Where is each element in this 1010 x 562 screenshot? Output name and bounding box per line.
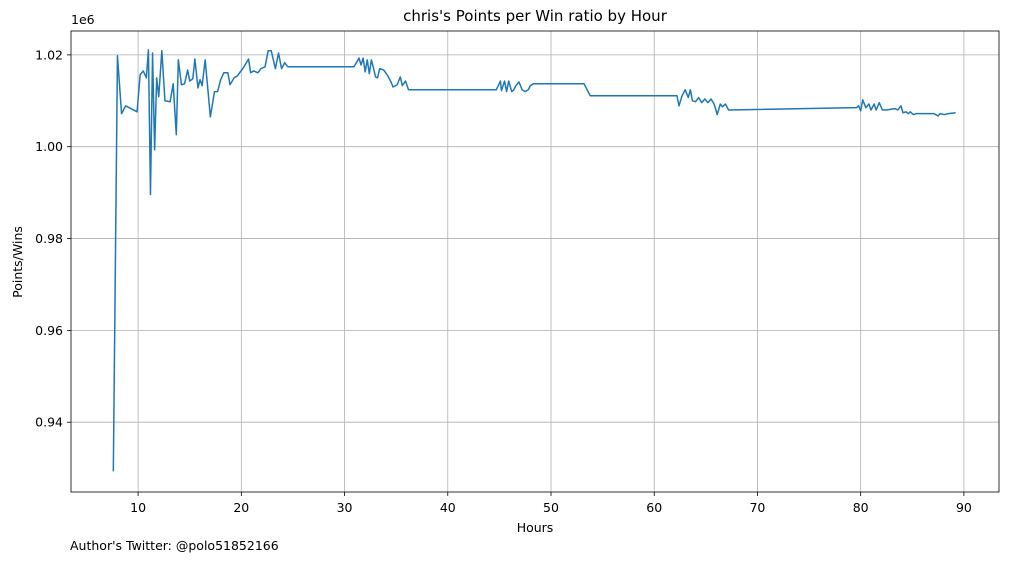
x-tick-label: 20 — [233, 500, 249, 515]
y-tick-label: 1.00 — [35, 139, 63, 154]
data-line — [112, 49, 956, 472]
y-tick-label: 0.94 — [35, 415, 63, 430]
x-tick-label: 50 — [543, 500, 559, 515]
x-tick-label: 60 — [646, 500, 662, 515]
footnote: Author's Twitter: @polo51852166 — [70, 538, 279, 553]
x-tick-label: 70 — [749, 500, 765, 515]
y-tick-label: 0.98 — [35, 231, 63, 246]
x-tick-label: 80 — [853, 500, 869, 515]
x-axis-label: Hours — [517, 520, 554, 535]
y-tick-label: 1.02 — [35, 47, 63, 62]
y-tick-label: 0.96 — [35, 323, 63, 338]
chart-title: chris's Points per Win ratio by Hour — [403, 7, 668, 25]
x-tick-label: 90 — [956, 500, 972, 515]
x-tick-label: 10 — [130, 500, 146, 515]
x-tick-label: 30 — [337, 500, 353, 515]
y-axis-label: Points/Wins — [10, 226, 25, 298]
x-tick-label: 40 — [440, 500, 456, 515]
y-offset-label: 1e6 — [71, 12, 95, 27]
plot-frame — [70, 30, 1000, 493]
